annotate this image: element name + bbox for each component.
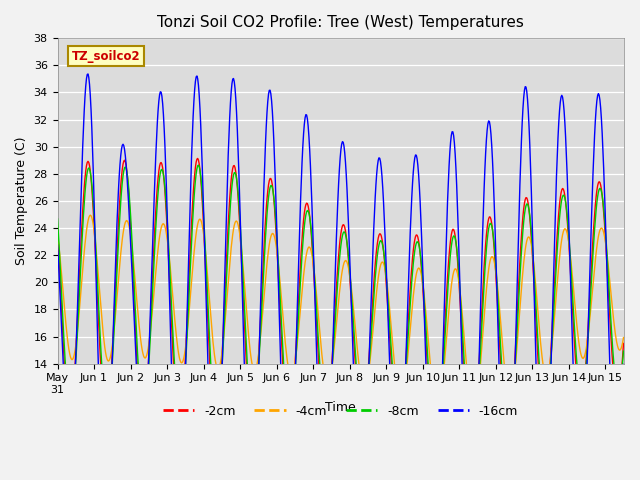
Y-axis label: Soil Temperature (C): Soil Temperature (C) [15,137,28,265]
Title: Tonzi Soil CO2 Profile: Tree (West) Temperatures: Tonzi Soil CO2 Profile: Tree (West) Temp… [157,15,524,30]
X-axis label: Time: Time [325,401,356,414]
Text: TZ_soilco2: TZ_soilco2 [72,49,140,62]
Legend: -2cm, -4cm, -8cm, -16cm: -2cm, -4cm, -8cm, -16cm [158,400,523,422]
